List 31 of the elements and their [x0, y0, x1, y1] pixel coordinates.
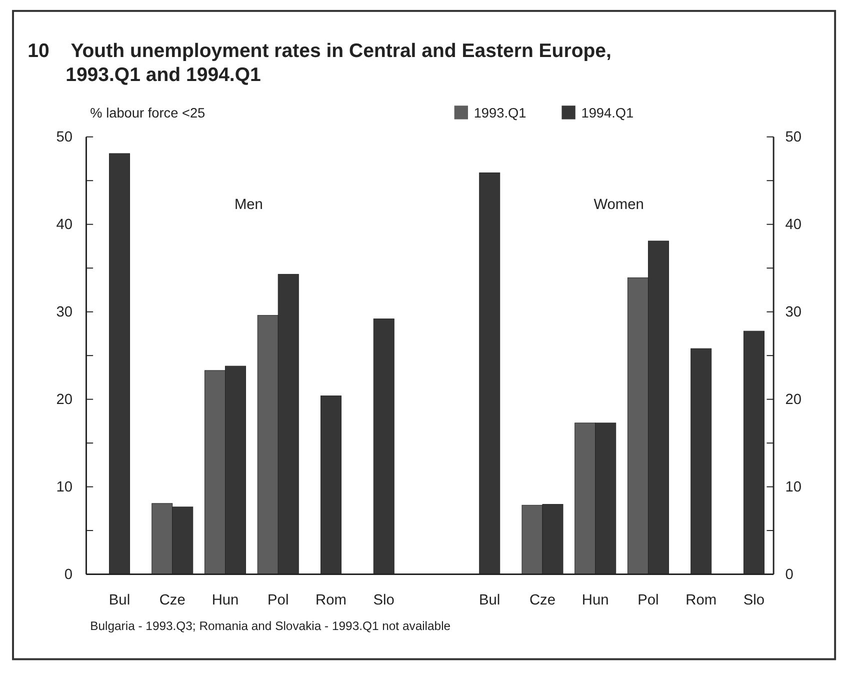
x-tick-label: Bul — [479, 592, 500, 609]
y-axis-title: % labour force <25 — [90, 105, 206, 120]
y2-tick-label: 30 — [785, 304, 802, 321]
y-tick-label: 0 — [64, 567, 73, 584]
x-tick-label: Pol — [638, 592, 659, 609]
legend-label: 1994.Q1 — [581, 105, 634, 120]
x-tick-label: Bul — [108, 592, 130, 609]
chart-title: 10 Youth unemployment rates in Central and Eastern Europe, 1993.Q1 and 1994.Q1 — [28, 40, 612, 86]
x-tick-label: Cze — [529, 592, 556, 609]
x-tick-label: Slo — [743, 592, 765, 609]
y2-tick-label: 40 — [785, 217, 802, 234]
y-tick-label: 30 — [56, 304, 73, 321]
x-tick-label: Hun — [582, 592, 609, 609]
y2-tick-label: 0 — [785, 567, 794, 584]
y-tick-label: 40 — [56, 217, 73, 234]
y-tick-label: 50 — [56, 130, 73, 146]
x-tick-label: Pol — [268, 592, 289, 609]
annotation: Women — [594, 197, 644, 214]
y2-tick-label: 50 — [785, 130, 802, 146]
y-tick-label: 20 — [56, 392, 73, 408]
x-tick-label: Rom — [316, 592, 346, 609]
x-tick-label: Rom — [686, 592, 717, 609]
x-tick-label: Hun — [212, 592, 239, 609]
y-tick-label: 10 — [56, 480, 73, 496]
y2-tick-label: 10 — [785, 480, 802, 496]
annotation: Men — [234, 197, 263, 214]
x-tick-label: Slo — [373, 592, 394, 609]
text: Bulgaria - 1993.Q3; Romania and Slovakia - 1993.Q1 not available — [90, 618, 451, 633]
x-tick-label: Cze — [159, 592, 186, 609]
y2-tick-label: 20 — [785, 392, 802, 408]
legend-label: 1993.Q1 — [474, 105, 526, 120]
